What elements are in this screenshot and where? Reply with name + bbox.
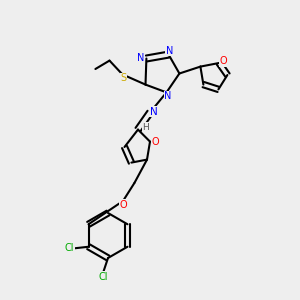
- Text: O: O: [152, 136, 159, 147]
- Text: N: N: [166, 46, 173, 56]
- Text: N: N: [150, 107, 158, 117]
- Text: N: N: [164, 91, 172, 101]
- Text: H: H: [142, 123, 149, 132]
- Text: N: N: [137, 53, 145, 64]
- Text: O: O: [219, 56, 227, 67]
- Text: O: O: [120, 200, 128, 210]
- Text: Cl: Cl: [65, 243, 74, 253]
- Text: Cl: Cl: [99, 272, 108, 282]
- Text: S: S: [121, 73, 127, 83]
